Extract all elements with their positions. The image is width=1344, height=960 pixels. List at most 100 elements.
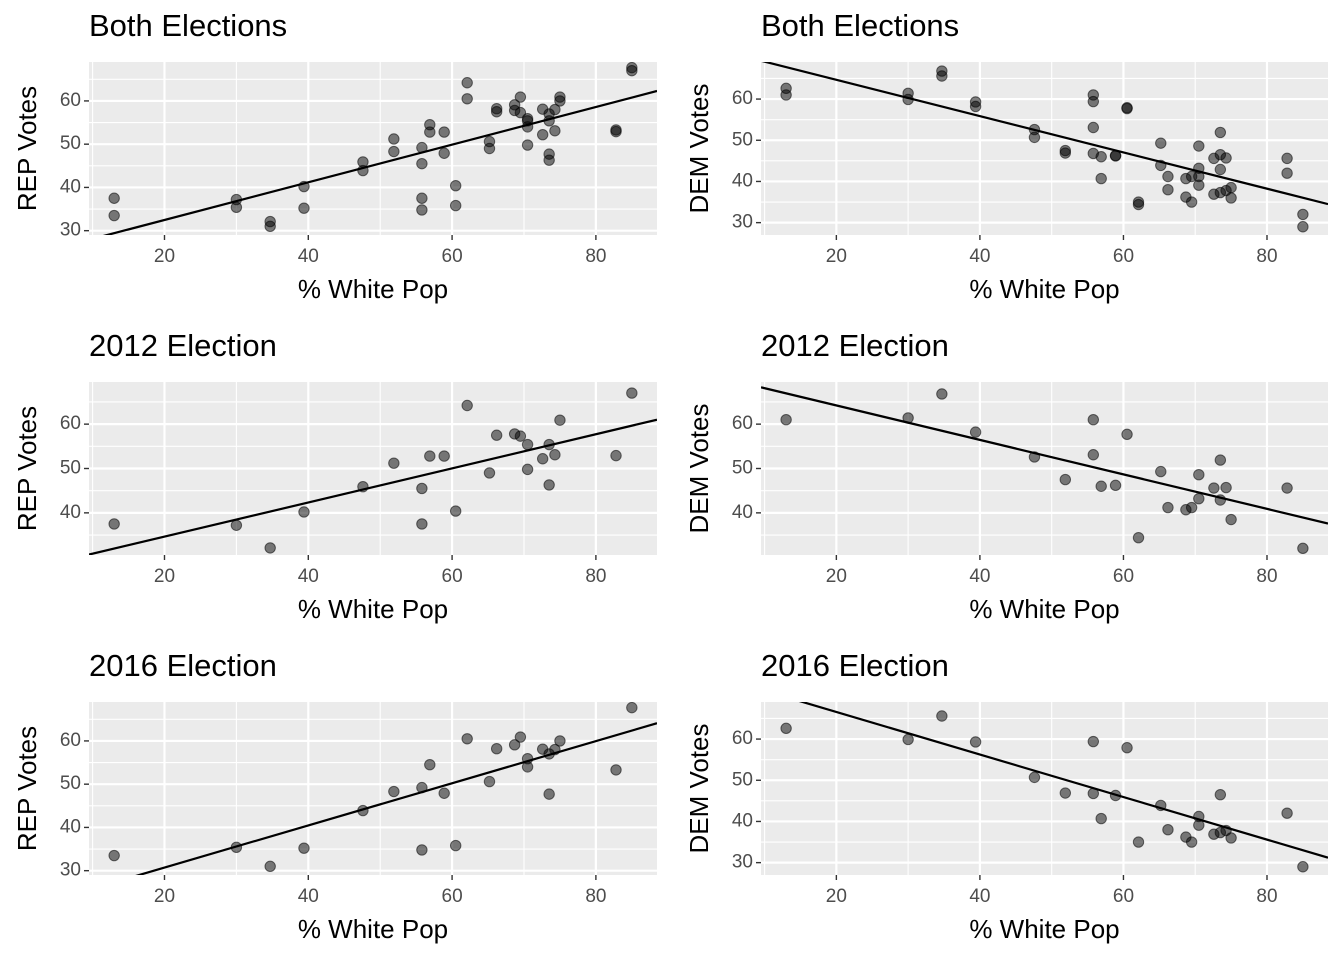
data-point <box>610 764 622 776</box>
data-point <box>1193 492 1205 505</box>
y-tick-label: 50 <box>60 773 81 794</box>
data-point <box>108 518 120 530</box>
data-point <box>1132 532 1145 544</box>
data-point <box>108 192 120 204</box>
x-tick-label: 40 <box>969 886 990 907</box>
data-point <box>1297 221 1309 233</box>
data-point <box>264 542 276 554</box>
trend-line <box>798 702 1328 859</box>
data-point <box>1059 787 1072 799</box>
data-point <box>108 209 120 222</box>
data-point <box>1220 152 1232 164</box>
x-tick-label: 20 <box>154 246 175 267</box>
data-point <box>1162 823 1174 836</box>
data-point <box>483 775 496 788</box>
panel-title: 2012 Election <box>89 328 277 363</box>
data-point <box>449 839 462 852</box>
data-point <box>514 106 527 119</box>
data-point <box>626 702 638 714</box>
data-point <box>1185 836 1198 848</box>
data-point <box>1121 102 1133 114</box>
data-point <box>610 125 622 138</box>
y-axis-title: DEM Votes <box>684 403 714 533</box>
data-point <box>388 785 400 798</box>
data-point <box>610 449 622 462</box>
data-point <box>298 506 310 518</box>
x-tick-label: 40 <box>969 566 990 587</box>
y-tick-label: 40 <box>60 176 81 197</box>
data-point <box>461 77 473 89</box>
y-tick-label: 30 <box>732 212 753 233</box>
panel-1: Both Elections 20 40 60 80 30 40 50 60 % White Po… <box>12 8 657 304</box>
x-tick-label: 40 <box>298 886 319 907</box>
data-point <box>969 736 982 748</box>
data-points <box>108 62 638 233</box>
data-point <box>438 126 450 138</box>
data-point <box>1155 465 1167 478</box>
panel-6: 2016 Election 20 40 60 80 30 40 50 60 % White Pop… <box>684 648 1328 944</box>
data-point <box>543 479 555 491</box>
data-point <box>969 100 982 113</box>
x-tick-label: 60 <box>1113 566 1134 587</box>
panel-3: 2012 Election 20 40 60 80 40 50 60 % White Pop RE… <box>12 328 657 624</box>
data-point <box>416 482 428 495</box>
data-point <box>554 735 566 747</box>
data-point <box>1214 454 1227 466</box>
data-point <box>1225 192 1237 204</box>
data-points <box>780 710 1309 873</box>
data-points <box>780 65 1309 233</box>
data-point <box>1132 198 1145 211</box>
data-point <box>1297 542 1309 555</box>
data-point <box>1109 479 1122 492</box>
trend-line <box>761 386 1328 525</box>
data-point <box>230 519 243 531</box>
y-tick-label: 30 <box>60 220 81 241</box>
x-tick-label: 60 <box>442 246 463 267</box>
y-tick-label: 40 <box>732 810 753 831</box>
data-point <box>1095 151 1107 163</box>
y-tick-label: 30 <box>732 852 753 873</box>
y-tick-label: 60 <box>60 730 81 751</box>
data-point <box>1193 469 1205 481</box>
x-tick-label: 80 <box>1256 886 1277 907</box>
data-point <box>298 842 310 854</box>
data-point <box>1225 513 1237 526</box>
y-tick-label: 50 <box>60 458 81 479</box>
panel-background <box>89 62 657 235</box>
data-point <box>416 157 428 170</box>
data-point <box>936 710 948 722</box>
data-point <box>1132 836 1145 848</box>
data-point <box>1095 812 1107 825</box>
data-point <box>264 220 276 233</box>
data-point <box>626 64 638 77</box>
x-tick-label: 60 <box>1113 886 1134 907</box>
x-axis-title: % White Pop <box>969 914 1119 944</box>
data-point <box>1095 172 1107 185</box>
y-tick-label: 60 <box>60 90 81 111</box>
data-point <box>549 449 561 461</box>
data-point <box>1162 183 1174 196</box>
data-point <box>1028 771 1041 784</box>
data-point <box>936 388 948 400</box>
data-point <box>388 145 400 158</box>
data-point <box>1225 181 1237 194</box>
data-point <box>416 844 428 856</box>
data-points <box>780 388 1309 555</box>
data-point <box>438 147 450 159</box>
data-point <box>1059 147 1072 159</box>
data-point <box>108 849 120 862</box>
data-point <box>1281 807 1293 819</box>
y-tick-label: 60 <box>732 88 753 109</box>
data-point <box>1297 208 1309 221</box>
data-point <box>543 788 555 800</box>
data-points <box>108 387 638 554</box>
y-tick-label: 50 <box>60 133 81 154</box>
data-point <box>1281 482 1293 494</box>
data-point <box>1087 121 1100 134</box>
data-point <box>936 70 948 82</box>
y-axis-title: REP Votes <box>12 406 42 531</box>
panel-background <box>761 702 1328 875</box>
data-point <box>780 722 792 735</box>
y-tick-label: 60 <box>732 728 753 749</box>
